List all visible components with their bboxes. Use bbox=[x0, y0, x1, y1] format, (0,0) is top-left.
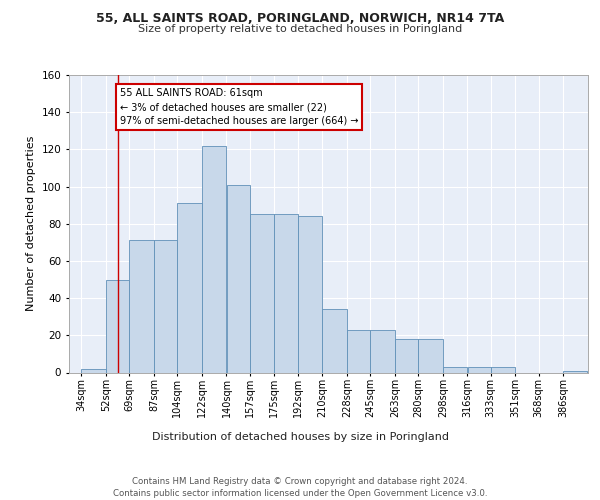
Bar bbox=[418, 339, 443, 372]
Bar bbox=[395, 339, 418, 372]
Bar bbox=[227, 184, 250, 372]
Bar bbox=[154, 240, 177, 372]
Bar bbox=[274, 214, 298, 372]
Bar bbox=[563, 370, 587, 372]
Bar bbox=[106, 280, 129, 372]
Bar bbox=[82, 369, 106, 372]
Text: 55 ALL SAINTS ROAD: 61sqm
← 3% of detached houses are smaller (22)
97% of semi-d: 55 ALL SAINTS ROAD: 61sqm ← 3% of detach… bbox=[119, 88, 358, 126]
Text: 55, ALL SAINTS ROAD, PORINGLAND, NORWICH, NR14 7TA: 55, ALL SAINTS ROAD, PORINGLAND, NORWICH… bbox=[96, 12, 504, 26]
Bar bbox=[491, 367, 515, 372]
Y-axis label: Number of detached properties: Number of detached properties bbox=[26, 136, 36, 312]
Text: Size of property relative to detached houses in Poringland: Size of property relative to detached ho… bbox=[138, 24, 462, 34]
Bar bbox=[370, 330, 395, 372]
Bar bbox=[322, 310, 347, 372]
Bar bbox=[347, 330, 370, 372]
Bar bbox=[177, 204, 202, 372]
Bar bbox=[202, 146, 226, 372]
Bar bbox=[298, 216, 322, 372]
Bar bbox=[443, 367, 467, 372]
Text: Contains HM Land Registry data © Crown copyright and database right 2024.: Contains HM Land Registry data © Crown c… bbox=[132, 478, 468, 486]
Text: Contains public sector information licensed under the Open Government Licence v3: Contains public sector information licen… bbox=[113, 489, 487, 498]
Bar bbox=[467, 367, 491, 372]
Bar bbox=[250, 214, 274, 372]
Text: Distribution of detached houses by size in Poringland: Distribution of detached houses by size … bbox=[151, 432, 449, 442]
Bar bbox=[130, 240, 154, 372]
